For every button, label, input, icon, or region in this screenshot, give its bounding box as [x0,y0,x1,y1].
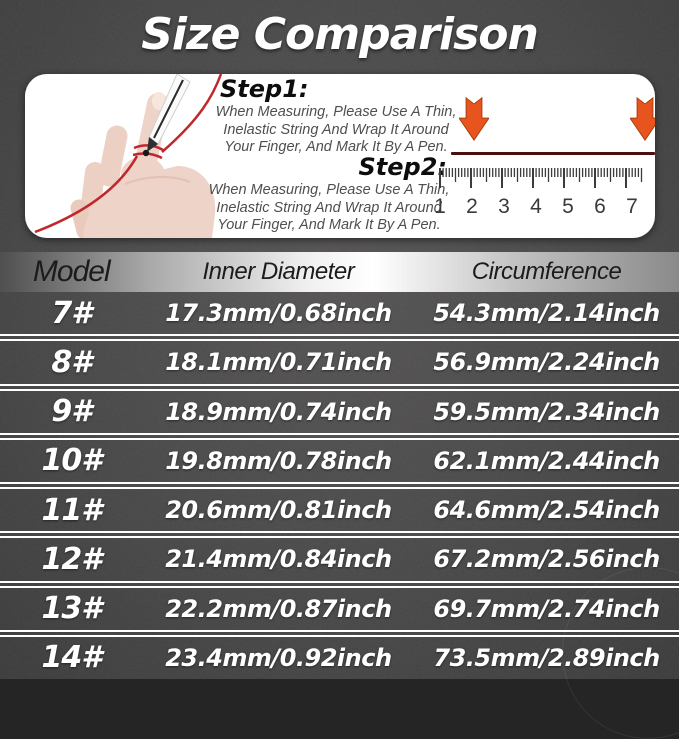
step1-heading: Step1: [220,75,309,103]
model-cell: 7# [51,295,92,331]
step2-line1: When Measuring, Please Use A Thin, [208,182,450,198]
header-inner-diameter: Inner Diameter [202,258,355,285]
ruler-number: 2 [466,195,478,218]
step1-line1: When Measuring, Please Use A Thin, [215,104,457,120]
row-divider [0,482,679,489]
model-cell: 8# [51,344,92,380]
table-row: 12# 21.4mm/0.84inch 67.2mm/2.56inch [0,538,679,580]
ruler-number: 4 [530,195,542,218]
inner-diameter-cell: 17.3mm/0.68inch [165,299,392,328]
table-row: 8# 18.1mm/0.71inch 56.9mm/2.24inch [0,341,679,383]
down-arrow-icon [630,96,655,141]
ruler-number: 3 [498,195,510,218]
table-row: 7# 17.3mm/0.68inch 54.3mm/2.14inch [0,292,679,334]
row-divider [0,629,679,637]
step2-heading: Step2: [358,153,447,181]
inner-diameter-cell: 23.4mm/0.92inch [165,643,392,672]
row-divider [0,531,679,539]
step1-instructions: Step1: When Measuring, Please Use A Thin… [210,74,462,157]
model-cell: 9# [51,394,92,430]
circumference-cell: 62.1mm/2.44inch [433,446,660,475]
inner-diameter-cell: 18.1mm/0.71inch [165,348,392,377]
inner-diameter-cell: 21.4mm/0.84inch [165,545,392,574]
row-divider [0,432,679,440]
size-table: 7# 17.3mm/0.68inch 54.3mm/2.14inch 8# 18… [0,292,679,679]
header-model: Model [32,255,111,288]
model-cell: 14# [41,640,102,676]
row-divider [0,334,679,342]
step2-instructions: Step2: When Measuring, Please Use A Thin… [193,152,465,235]
table-row: 11# 20.6mm/0.81inch 64.6mm/2.54inch [0,489,679,531]
ruler-number: 6 [594,195,606,218]
model-cell: 13# [41,591,102,627]
model-cell: 11# [41,492,102,528]
inner-diameter-cell: 19.8mm/0.78inch [165,446,392,475]
ruler-number: 7 [626,195,638,218]
circumference-cell: 67.2mm/2.56inch [433,545,660,574]
page-title: Size Comparison [141,9,539,60]
ruler-ticks [439,168,643,188]
table-row: 14# 23.4mm/0.92inch 73.5mm/2.89inch [0,637,679,679]
step2-line2: Inelastic String And Wrap It Around [216,199,442,216]
table-row: 10# 19.8mm/0.78inch 62.1mm/2.44inch [0,440,679,482]
circumference-cell: 59.5mm/2.34inch [433,397,660,426]
circumference-cell: 64.6mm/2.54inch [433,496,660,525]
model-cell: 12# [41,541,102,577]
header-circumference: Circumference [471,258,622,285]
row-divider [0,580,679,588]
inner-diameter-cell: 22.2mm/0.87inch [165,594,392,623]
table-row: 9# 18.9mm/0.74inch 59.5mm/2.34inch [0,391,679,433]
row-divider [0,383,679,391]
ruler-scale: 1 2 3 4 5 6 7 [432,194,640,220]
ruler-number: 5 [562,195,574,218]
step2-line3: Your Finger, And Mark It By A Pen. [217,217,441,233]
circumference-cell: 54.3mm/2.14inch [433,299,660,328]
size-table-header: Model Inner Diameter Circumference [0,252,679,292]
measured-string-line [451,152,655,155]
model-cell: 10# [41,443,102,479]
ruler-number: 1 [434,195,446,218]
hand-measuring-illustration [34,74,223,238]
down-arrow-icon [459,96,489,141]
inner-diameter-cell: 20.6mm/0.81inch [165,496,392,525]
circumference-cell: 56.9mm/2.24inch [433,348,660,377]
step1-line3: Your Finger, And Mark It By A Pen. [224,139,448,155]
step1-line2: Inelastic String And Wrap It Around [223,121,449,138]
inner-diameter-cell: 18.9mm/0.74inch [165,397,392,426]
instructions-panel: Step1: When Measuring, Please Use A Thin… [25,74,655,238]
